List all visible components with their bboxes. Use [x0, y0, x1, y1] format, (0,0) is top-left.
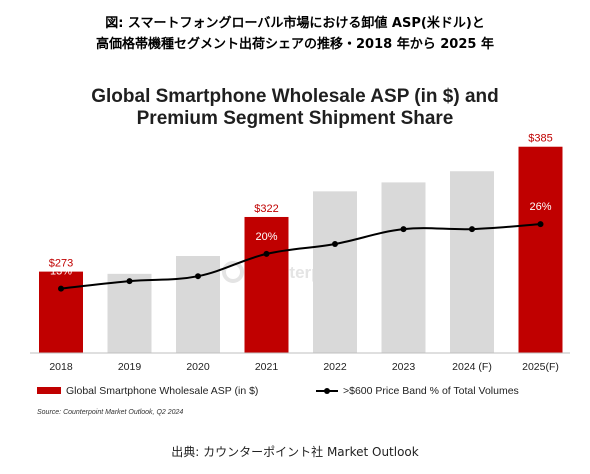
legend-label-asp: Global Smartphone Wholesale ASP (in $) — [66, 385, 258, 397]
bar-2020 — [176, 255, 220, 353]
legend-swatch-asp — [37, 387, 61, 394]
bar-2019 — [107, 273, 152, 353]
watermark-logo — [222, 261, 244, 283]
bar-label-2021: $322 — [254, 203, 278, 215]
share-label-2021: 20% — [255, 231, 277, 243]
share-point-2025F — [537, 221, 544, 228]
share-point-2023 — [400, 226, 407, 233]
x-tick-label: 2025(F) — [522, 361, 559, 373]
share-point-2019 — [126, 278, 133, 285]
x-tick-label: 2022 — [323, 361, 347, 373]
bar-2022 — [313, 191, 357, 353]
share-point-2020 — [195, 273, 201, 280]
legend-swatch-share-dot — [324, 388, 330, 394]
bar-2023 — [381, 182, 426, 353]
share-label-2025F: 26% — [529, 201, 551, 213]
bar-2025F — [518, 146, 563, 353]
chart-source: Source: Counterpoint Market Outlook, Q2 … — [37, 409, 184, 416]
figure-caption-line2: 高価格帯機種セグメント出荷シェアの推移・2018 年から 2025 年 — [96, 37, 494, 52]
x-tick-label: 2021 — [255, 361, 279, 373]
share-point-2018 — [58, 285, 64, 292]
share-point-2022 — [332, 240, 338, 247]
legend-label-share: >$600 Price Band % of Total Volumes — [343, 385, 519, 397]
bar-label-2025F: $385 — [528, 133, 552, 145]
footer-source: 出典: カウンターポイント社 Market Outlook — [171, 445, 419, 459]
share-point-2021 — [263, 250, 270, 257]
chart-title-line2: Premium Segment Shipment Share — [136, 108, 454, 129]
bar-2024F — [450, 171, 494, 353]
chart-title-line1: Global Smartphone Wholesale ASP (in $) a… — [91, 86, 499, 107]
share-point-2024F — [469, 226, 475, 233]
x-tick-label: 2018 — [49, 361, 73, 373]
bar-2021 — [244, 216, 289, 353]
x-tick-label: 2019 — [118, 361, 142, 373]
x-tick-label: 2024 (F) — [452, 361, 492, 373]
x-tick-label: 2020 — [186, 361, 210, 373]
figure-caption-line1: 図: スマートフォングローバル市場における卸値 ASP(米ドル)と — [105, 16, 485, 31]
share-label-2018: 13% — [50, 266, 72, 278]
bar-2018 — [39, 271, 83, 353]
x-tick-label: 2023 — [392, 361, 416, 373]
share-line — [60, 223, 541, 290]
bar-label-2018: $273 — [49, 258, 73, 270]
